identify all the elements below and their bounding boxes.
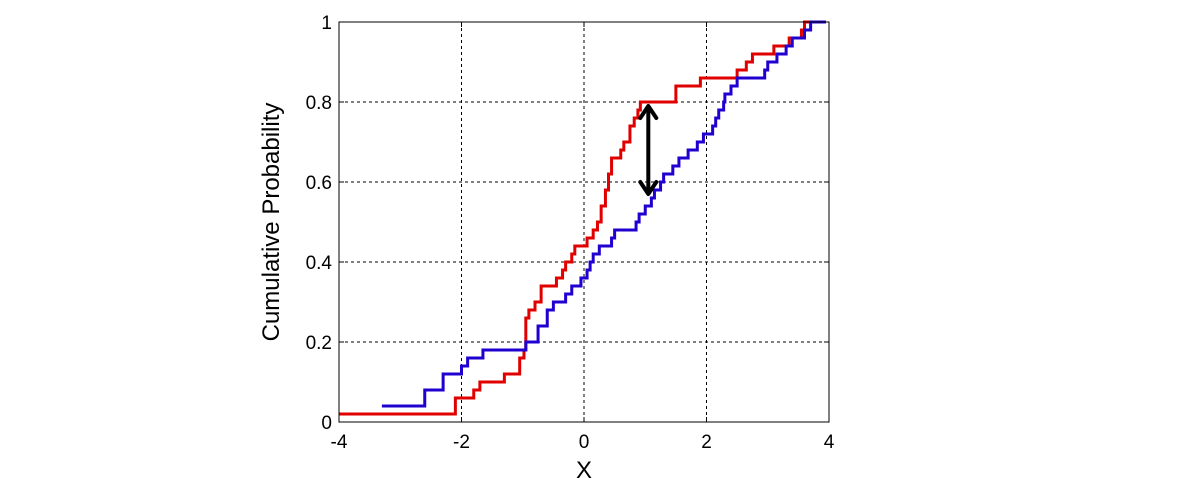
y-tick-label: 0 (321, 413, 332, 434)
tick-layer: -4 -2 0 2 4 0 0.2 0.4 0.6 0.8 1 (306, 13, 835, 453)
x-axis-title: X (576, 457, 592, 484)
y-tick-label: 0.8 (306, 93, 332, 114)
x-tick-label: 4 (824, 432, 835, 453)
x-tick-label: -4 (331, 432, 348, 453)
annotation-layer (638, 104, 659, 196)
y-tick-label: 0.2 (306, 333, 332, 354)
series-layer (339, 20, 826, 416)
y-tick-label: 1 (321, 13, 332, 34)
series-line-2 (381, 20, 826, 408)
y-tick-label: 0.4 (306, 253, 333, 274)
y-axis-title: Cumulative Probability (258, 103, 285, 342)
grid (339, 22, 829, 422)
x-tick-label: -2 (453, 432, 470, 453)
x-tick-label: 0 (579, 432, 590, 453)
arrow-head-down (638, 180, 659, 196)
series-line-1 (339, 20, 820, 416)
x-tick-label: 2 (701, 432, 712, 453)
arrow-head-up (638, 104, 659, 120)
y-tick-label: 0.6 (306, 173, 332, 194)
